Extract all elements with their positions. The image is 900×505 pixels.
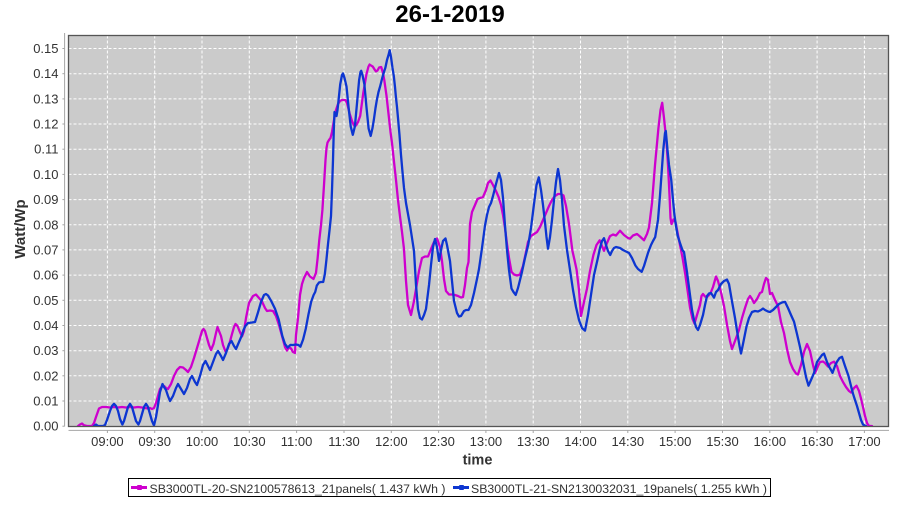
svg-text:15:30: 15:30 — [706, 434, 739, 449]
svg-text:16:30: 16:30 — [801, 434, 834, 449]
svg-text:0.11: 0.11 — [34, 142, 58, 157]
svg-text:14:30: 14:30 — [612, 434, 645, 449]
svg-text:09:00: 09:00 — [91, 434, 124, 449]
svg-text:12:00: 12:00 — [375, 434, 408, 449]
svg-text:09:30: 09:30 — [138, 434, 171, 449]
svg-text:13:00: 13:00 — [470, 434, 503, 449]
svg-text:time: time — [463, 453, 493, 469]
svg-text:0.12: 0.12 — [33, 117, 58, 132]
svg-text:0.10: 0.10 — [33, 167, 58, 182]
svg-text:0.04: 0.04 — [33, 318, 58, 333]
svg-text:0.09: 0.09 — [33, 192, 58, 207]
svg-text:17:00: 17:00 — [848, 434, 881, 449]
svg-text:0.00: 0.00 — [33, 419, 58, 434]
svg-text:0.05: 0.05 — [33, 293, 58, 308]
svg-text:16:00: 16:00 — [754, 434, 787, 449]
svg-text:11:30: 11:30 — [328, 434, 360, 449]
svg-text:13:30: 13:30 — [517, 434, 550, 449]
svg-text:0.06: 0.06 — [33, 268, 58, 283]
svg-text:0.02: 0.02 — [33, 368, 58, 383]
svg-text:0.13: 0.13 — [33, 91, 58, 106]
svg-text:0.08: 0.08 — [33, 217, 58, 232]
svg-text:14:00: 14:00 — [564, 434, 597, 449]
svg-text:10:30: 10:30 — [233, 434, 266, 449]
svg-text:0.14: 0.14 — [33, 66, 58, 81]
svg-text:0.07: 0.07 — [33, 242, 58, 257]
svg-text:11:00: 11:00 — [281, 434, 313, 449]
svg-text:15:00: 15:00 — [659, 434, 692, 449]
svg-text:12:30: 12:30 — [422, 434, 455, 449]
svg-text:10:00: 10:00 — [186, 434, 219, 449]
svg-text:0.03: 0.03 — [33, 343, 58, 358]
svg-text:Watt/Wp: Watt/Wp — [12, 199, 29, 258]
svg-text:0.15: 0.15 — [33, 41, 58, 56]
svg-text:0.01: 0.01 — [33, 394, 58, 409]
